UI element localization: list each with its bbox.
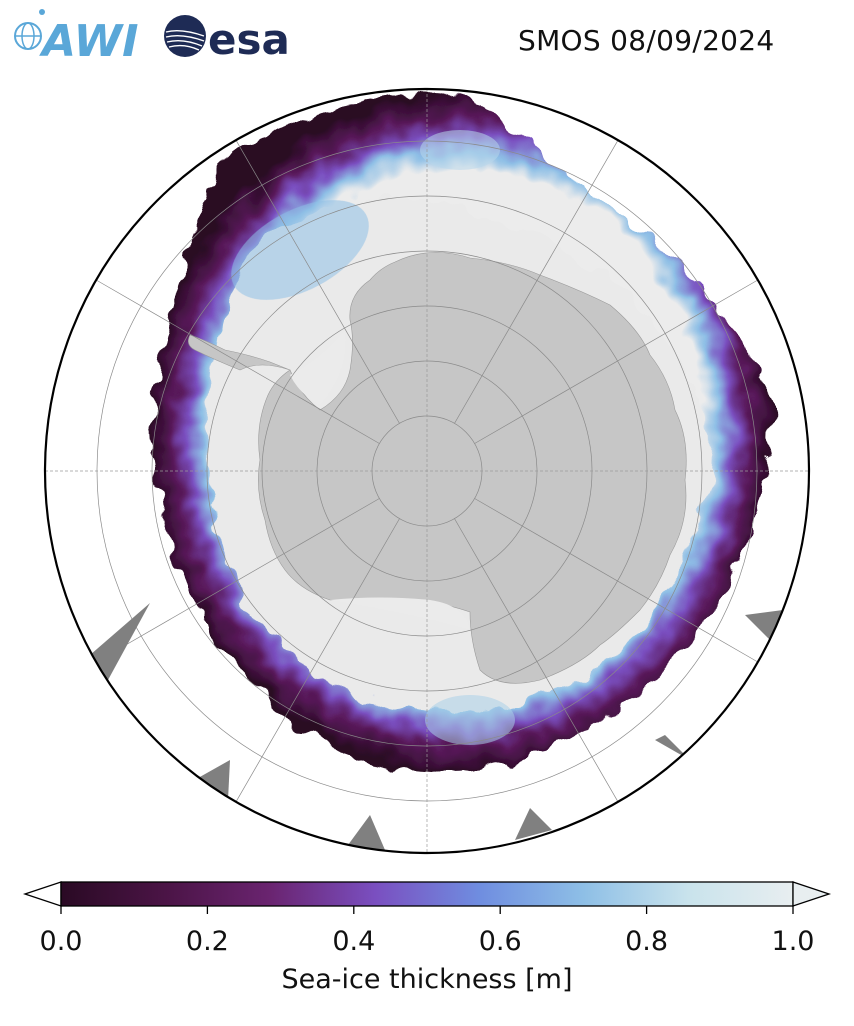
thick-ice-blue	[231, 130, 515, 745]
esa-logo-text: esa	[208, 15, 290, 64]
colorbar-tick-label: 0.8	[625, 926, 668, 957]
meridian-line	[235, 140, 400, 424]
awi-logo: AWI	[14, 9, 139, 66]
colorbar-extend-high	[792, 881, 832, 907]
meridian-line	[474, 498, 758, 663]
meridian-line	[96, 498, 380, 663]
colorbar-gradient	[60, 881, 794, 907]
esa-logo: esa	[164, 15, 290, 64]
colorbar-tick-label: 1.0	[772, 926, 815, 957]
meridian-line	[454, 140, 619, 424]
meridian-line	[454, 518, 619, 802]
colorbar-extend-low	[22, 881, 62, 907]
meridian-crosshair	[45, 89, 809, 853]
sea-ice-map	[43, 87, 811, 855]
colorbar-tick-label: 0.6	[479, 926, 522, 957]
map-boundary	[43, 87, 811, 855]
antarctica-landmass	[188, 252, 687, 684]
map-title: SMOS 08/09/2024	[518, 24, 775, 57]
colorbar: 0.0 0.2 0.4 0.6 0.8 1.0	[22, 881, 832, 957]
awi-logo-text: AWI	[39, 16, 139, 66]
logo-group: AWI esa	[14, 9, 290, 66]
meridian-line	[96, 279, 380, 444]
colorbar-tick-label: 0.0	[40, 926, 83, 957]
colorbar-tick-label: 0.2	[186, 926, 229, 957]
colorbar-label: Sea-ice thickness [m]	[281, 964, 573, 995]
colorbar-tick-label: 0.4	[332, 926, 375, 957]
meridian-line	[474, 279, 758, 444]
ice-shelves	[290, 330, 470, 630]
meridian-line	[235, 518, 400, 802]
missing-data-wedges	[90, 603, 783, 850]
